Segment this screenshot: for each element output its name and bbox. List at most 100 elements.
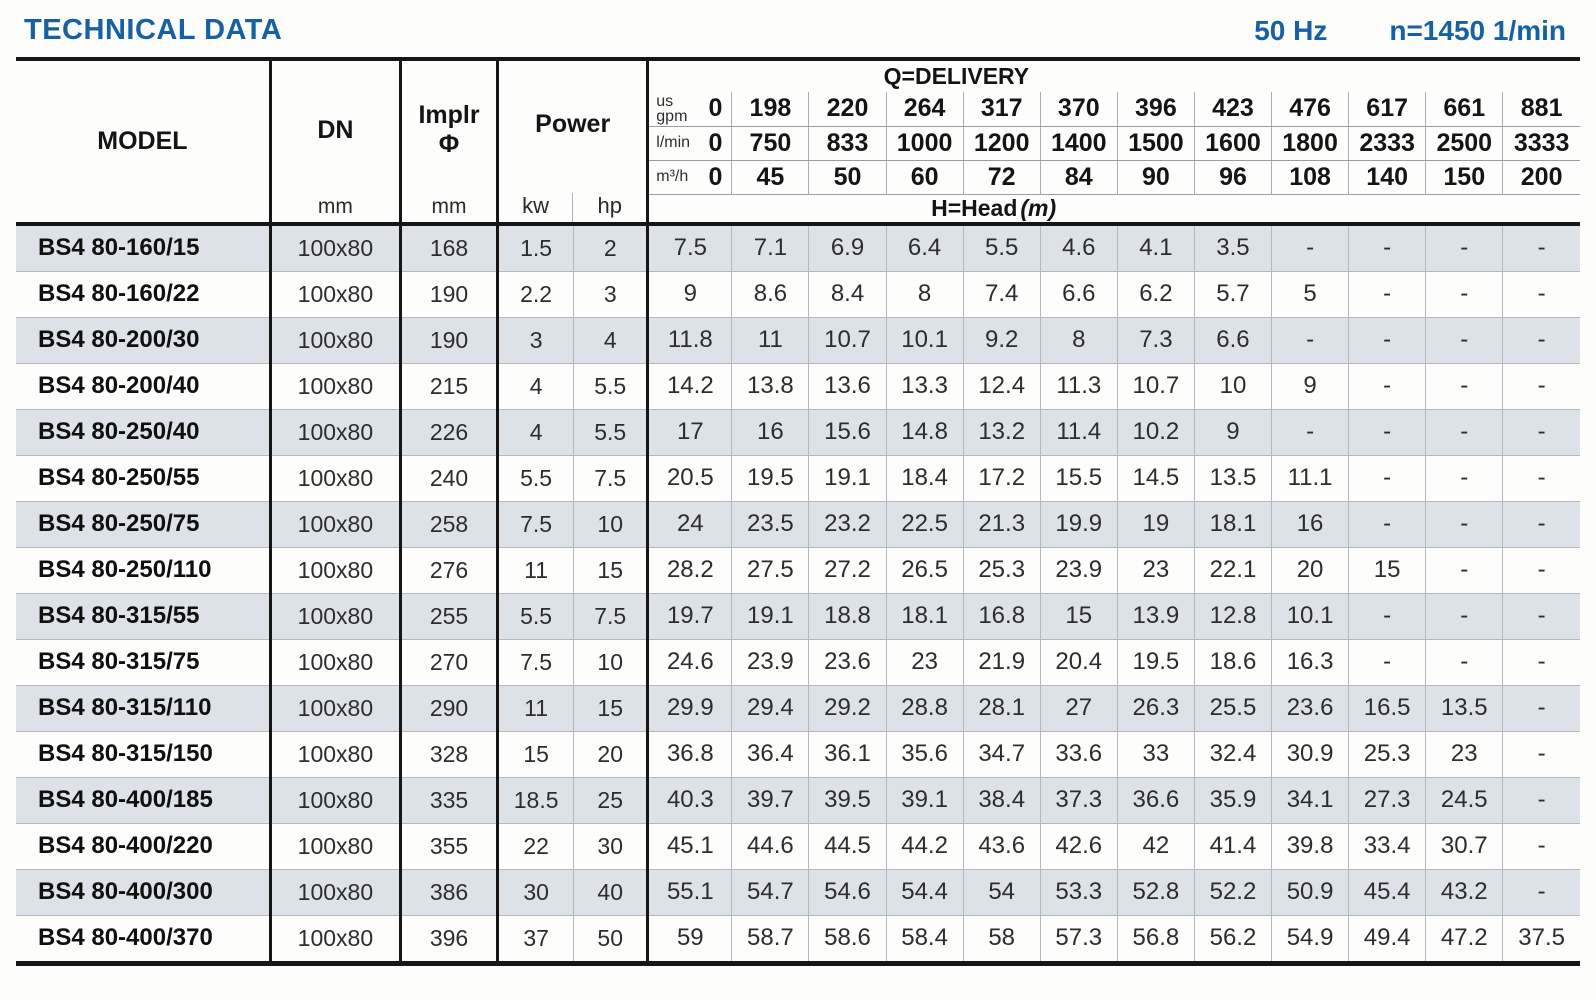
hp-cell: 10 xyxy=(573,638,650,685)
head-value-cell: 15 xyxy=(1040,592,1118,639)
dn-cell: 100x80 xyxy=(270,730,402,777)
power-label: Power xyxy=(535,110,611,139)
head-value-cell: 28.8 xyxy=(886,684,964,731)
head-value-cell: 25.3 xyxy=(963,546,1041,593)
delivery-value-cell: 2333 xyxy=(1348,126,1427,161)
head-value-cell: 39.7 xyxy=(731,776,810,823)
head-value-cell: 6.6 xyxy=(1194,316,1273,363)
kw-cell: 11 xyxy=(497,684,575,731)
head-value-cell: - xyxy=(1425,270,1504,317)
head-value-cell: 3.5 xyxy=(1194,223,1273,271)
head-value-cell: 28.2 xyxy=(647,546,733,593)
dn-cell: 100x80 xyxy=(270,638,402,685)
head-value-cell: - xyxy=(1502,592,1580,639)
m3h-unit-cell: m³/h 0 xyxy=(647,160,733,195)
head-value-cell: 44.5 xyxy=(808,822,887,869)
head-value-cell: - xyxy=(1348,638,1427,685)
head-value-cell: 13.3 xyxy=(886,362,964,409)
head-value-cell: 14.8 xyxy=(886,408,964,455)
head-value-cell: 20.5 xyxy=(647,454,733,501)
head-value-cell: 44.2 xyxy=(886,822,964,869)
delivery-value-cell: 317 xyxy=(963,92,1041,127)
kw-cell: 3 xyxy=(497,316,575,363)
delivery-value-cell: 617 xyxy=(1348,92,1427,127)
dn-cell: 100x80 xyxy=(270,500,402,547)
dn-cell: 100x80 xyxy=(270,592,402,639)
head-value-cell: - xyxy=(1502,408,1580,455)
head-value-cell: - xyxy=(1502,316,1580,363)
model-cell: BS4 80-400/185 xyxy=(16,776,272,823)
hp-cell: 10 xyxy=(573,500,650,547)
unit-label: l/min xyxy=(656,135,690,151)
dn-cell: 100x80 xyxy=(270,684,402,731)
hp-cell: 15 xyxy=(573,546,650,593)
implr-cell: 355 xyxy=(400,822,500,869)
head-value-cell: 45.1 xyxy=(647,822,733,869)
delivery-value-cell: 396 xyxy=(1117,92,1195,127)
implr-cell: 190 xyxy=(400,316,500,363)
head-value-cell: 6.6 xyxy=(1040,270,1118,317)
kw-cell: 4 xyxy=(497,362,575,409)
model-cell: BS4 80-315/150 xyxy=(16,730,272,777)
delivery-value-cell: 1200 xyxy=(963,126,1041,161)
head-value-cell: 54.7 xyxy=(731,868,810,915)
head-value-cell: 27.5 xyxy=(731,546,810,593)
head-value-cell: 18.1 xyxy=(1194,500,1273,547)
head-value-cell: 54 xyxy=(963,868,1041,915)
kw-cell: 5.5 xyxy=(497,454,575,501)
head-value-cell: 26.5 xyxy=(886,546,964,593)
head-value-cell: 17 xyxy=(647,408,733,455)
head-value-cell: 9 xyxy=(1194,408,1273,455)
unit-label-line: us xyxy=(656,92,674,110)
column-header-impeller: Implr Φ mm xyxy=(400,59,500,226)
head-value-cell: - xyxy=(1425,546,1504,593)
head-value-cell: 39.1 xyxy=(886,776,964,823)
head-value-cell: 49.4 xyxy=(1348,914,1427,963)
delivery-value-cell: 833 xyxy=(808,126,887,161)
head-value-cell: - xyxy=(1425,316,1504,363)
head-value-cell: 35.9 xyxy=(1194,776,1273,823)
head-value-cell: 19.1 xyxy=(731,592,810,639)
table-row: BS4 80-250/55 100x80 240 5.5 7.5 20.5 19.5 19.1… xyxy=(16,454,1580,501)
head-value-cell: 18.8 xyxy=(808,592,887,639)
delivery-value-cell: 1800 xyxy=(1271,126,1350,161)
head-value-cell: 58.7 xyxy=(731,914,810,963)
head-value-cell: 33.6 xyxy=(1040,730,1118,777)
head-value-cell: - xyxy=(1348,270,1427,317)
zero-value: 0 xyxy=(708,94,723,123)
implr-cell: 328 xyxy=(400,730,500,777)
head-value-cell: 54.9 xyxy=(1271,914,1350,963)
delivery-value-cell: 198 xyxy=(731,92,810,127)
model-cell: BS4 80-315/75 xyxy=(16,638,272,685)
head-value-cell: 6.4 xyxy=(886,223,964,271)
head-value-cell: 16 xyxy=(1271,500,1350,547)
head-value-cell: - xyxy=(1502,822,1580,869)
delivery-value-cell: 1400 xyxy=(1040,126,1118,161)
speed-label: n=1450 1/min xyxy=(1389,15,1566,46)
head-value-cell: 13.6 xyxy=(808,362,887,409)
head-value-cell: - xyxy=(1425,223,1504,271)
head-value-cell: 30.7 xyxy=(1425,822,1504,869)
head-value-cell: - xyxy=(1348,316,1427,363)
table-header: MODEL DN mm Implr Φ mm Power xyxy=(16,59,1580,226)
head-value-cell: 8 xyxy=(886,270,964,317)
model-cell: BS4 80-315/110 xyxy=(16,684,272,731)
head-label: H=Head xyxy=(931,194,1018,221)
head-value-cell: 36.8 xyxy=(647,730,733,777)
kw-cell: 7.5 xyxy=(497,500,575,547)
head-value-cell: - xyxy=(1348,500,1427,547)
head-value-cell: 34.1 xyxy=(1271,776,1350,823)
kw-cell: 1.5 xyxy=(497,223,575,271)
head-value-cell: 50.9 xyxy=(1271,868,1350,915)
head-value-cell: 55.1 xyxy=(647,868,733,915)
head-value-cell: 43.6 xyxy=(963,822,1041,869)
implr-cell: 270 xyxy=(400,638,500,685)
delivery-value-cell: 2500 xyxy=(1425,126,1504,161)
implr-cell: 168 xyxy=(400,223,500,271)
head-value-cell: - xyxy=(1348,408,1427,455)
dn-unit-label: mm xyxy=(317,194,353,218)
table-row: BS4 80-160/15 100x80 168 1.5 2 7.5 7.1 6.9 6.4 5.… xyxy=(16,223,1580,271)
head-value-cell: 10.2 xyxy=(1117,408,1195,455)
table-row: BS4 80-400/220 100x80 355 22 30 45.1 44.6 44.5 4… xyxy=(16,822,1580,869)
delivery-value-cell: 661 xyxy=(1425,92,1504,127)
